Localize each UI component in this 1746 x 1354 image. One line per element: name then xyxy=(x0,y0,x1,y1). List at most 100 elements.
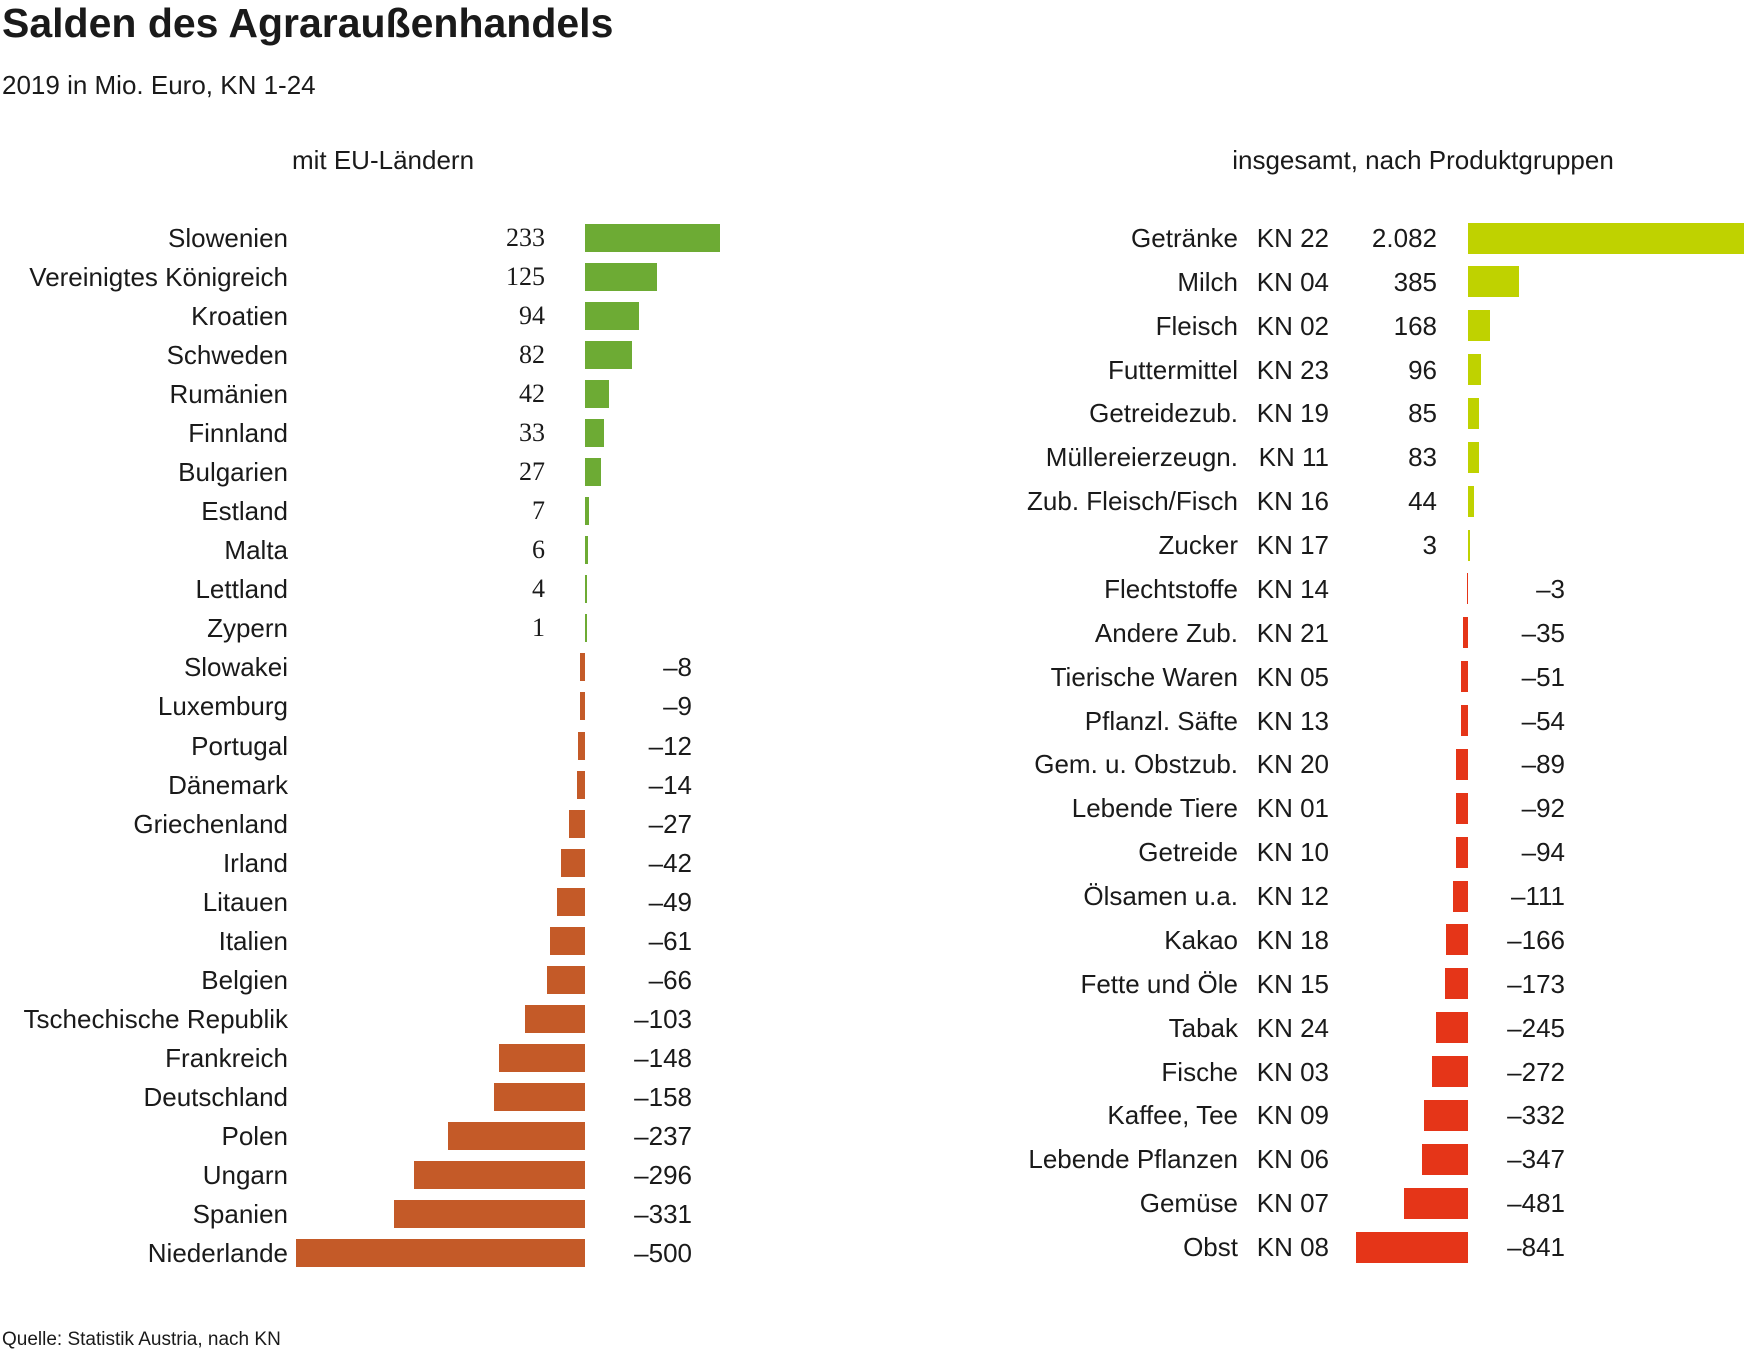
kn-code: KN 19 xyxy=(1256,398,1329,429)
bar xyxy=(448,1121,585,1150)
bar xyxy=(1456,748,1468,780)
bar xyxy=(1356,1231,1468,1263)
value-label: 33 xyxy=(519,418,545,448)
value-label: 385 xyxy=(1393,266,1437,297)
value-label: –14 xyxy=(648,769,692,800)
product-label: Andere Zub. xyxy=(1094,617,1238,648)
kn-code: KN 18 xyxy=(1256,924,1329,955)
product-label: Obst xyxy=(1183,1232,1238,1262)
bar xyxy=(1431,1056,1468,1088)
bar xyxy=(1460,705,1468,737)
bar xyxy=(585,224,720,252)
value-label: –51 xyxy=(1521,661,1565,692)
value-label: –332 xyxy=(1507,1100,1565,1131)
value-label: –3 xyxy=(1536,573,1565,604)
value-label: 4 xyxy=(532,574,545,604)
country-label: Malta xyxy=(224,535,288,566)
kn-code: KN 21 xyxy=(1256,617,1329,648)
bar xyxy=(579,692,585,721)
bar xyxy=(569,809,585,838)
bar xyxy=(1468,354,1481,386)
value-label: 83 xyxy=(1408,442,1437,473)
country-label: Litauen xyxy=(202,886,288,917)
product-label: Ölsamen u.a. xyxy=(1083,881,1238,912)
source-note: Quelle: Statistik Austria, nach KN xyxy=(2,1329,281,1350)
value-label: –54 xyxy=(1521,705,1565,736)
kn-code: KN 07 xyxy=(1256,1188,1329,1219)
country-label: Luxemburg xyxy=(157,691,288,722)
product-label: Kaffee, Tee xyxy=(1107,1100,1238,1131)
kn-code: KN 11 xyxy=(1258,442,1329,473)
value-label: 85 xyxy=(1408,398,1437,429)
value-label: –841 xyxy=(1507,1232,1565,1262)
value-label: –173 xyxy=(1507,968,1565,999)
country-label: Vereinigtes Königreich xyxy=(29,262,288,293)
value-label: 125 xyxy=(506,262,545,292)
bar xyxy=(585,614,587,643)
kn-code: KN 05 xyxy=(1256,661,1329,692)
product-label: Kakao xyxy=(1164,924,1238,955)
country-label: Griechenland xyxy=(133,808,288,839)
value-label: –166 xyxy=(1507,924,1565,955)
value-label: –61 xyxy=(648,925,692,956)
country-label: Finnland xyxy=(188,418,288,449)
country-label: Rumänien xyxy=(169,379,288,410)
country-label: Spanien xyxy=(192,1199,288,1229)
product-label: Zub. Fleisch/Fisch xyxy=(1027,486,1238,517)
kn-code: KN 13 xyxy=(1256,705,1329,736)
product-label: Gem. u. Obstzub. xyxy=(1034,749,1238,780)
value-label: –94 xyxy=(1521,837,1565,868)
bar xyxy=(1468,397,1480,429)
value-label: 168 xyxy=(1393,310,1437,341)
bar xyxy=(576,770,585,799)
bar xyxy=(1468,266,1520,298)
value-label: 42 xyxy=(519,379,545,409)
kn-code: KN 17 xyxy=(1256,530,1329,561)
value-label: –8 xyxy=(663,652,692,683)
bar xyxy=(493,1082,585,1111)
kn-code: KN 03 xyxy=(1256,1056,1329,1087)
country-label: Kroatien xyxy=(191,301,288,332)
bar xyxy=(393,1200,585,1228)
product-label: Lebende Pflanzen xyxy=(1028,1144,1238,1175)
bar xyxy=(585,536,589,565)
bar xyxy=(1468,222,1745,254)
kn-code: KN 02 xyxy=(1256,310,1329,341)
value-label: –331 xyxy=(634,1199,692,1229)
bar xyxy=(413,1160,585,1189)
value-label: 3 xyxy=(1422,530,1437,561)
bar xyxy=(1466,573,1468,605)
kn-code: KN 16 xyxy=(1256,486,1329,517)
kn-code: KN 04 xyxy=(1256,266,1329,297)
bar xyxy=(525,1004,585,1033)
value-label: 44 xyxy=(1408,486,1437,517)
country-label: Ungarn xyxy=(202,1159,288,1190)
product-label: Getreidezub. xyxy=(1089,398,1238,429)
value-label: –245 xyxy=(1507,1012,1565,1043)
value-label: 233 xyxy=(506,223,545,252)
value-label: –35 xyxy=(1521,617,1565,648)
product-label: Fette und Öle xyxy=(1080,968,1238,999)
bar xyxy=(1468,485,1474,517)
country-label: Italien xyxy=(218,925,288,956)
value-label: –49 xyxy=(648,886,692,917)
product-label: Milch xyxy=(1177,266,1238,297)
product-label: Müllereierzeugn. xyxy=(1045,442,1238,473)
chart-title: Salden des Agraraußenhandels xyxy=(2,0,614,46)
country-label: Estland xyxy=(201,496,288,527)
bar xyxy=(1453,880,1468,912)
bar xyxy=(1423,1099,1468,1131)
value-label: –103 xyxy=(634,1003,692,1034)
value-label: –12 xyxy=(648,730,692,761)
bar xyxy=(585,419,605,448)
chart-subtitle: 2019 in Mio. Euro, KN 1-24 xyxy=(2,70,316,100)
product-label: Fische xyxy=(1161,1056,1238,1087)
bar xyxy=(556,887,585,916)
bar xyxy=(585,497,590,526)
value-label: 94 xyxy=(519,301,545,331)
bar xyxy=(1468,441,1479,473)
kn-code: KN 09 xyxy=(1256,1100,1329,1131)
value-label: –500 xyxy=(634,1238,692,1269)
bar xyxy=(1468,310,1491,342)
bar xyxy=(1468,529,1470,561)
